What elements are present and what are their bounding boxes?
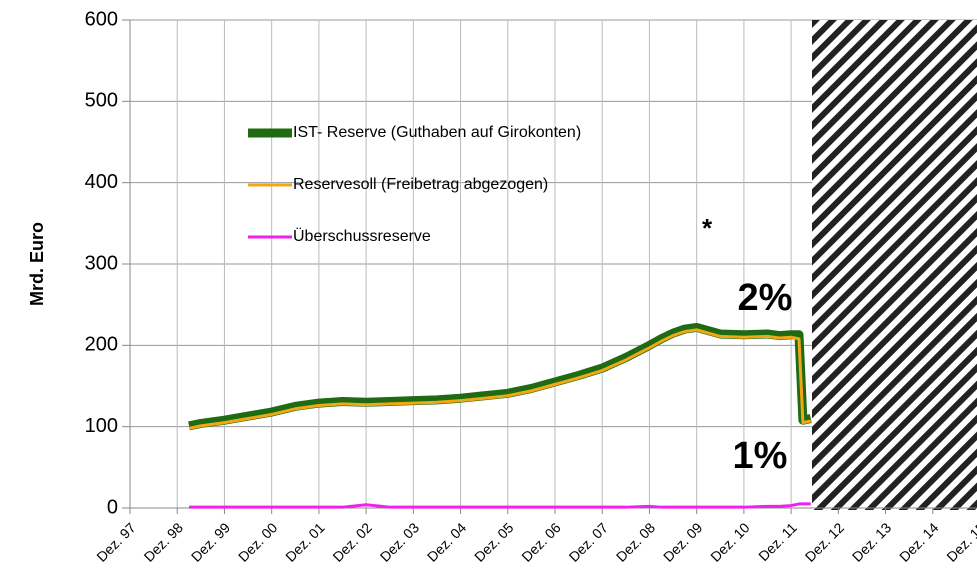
legend-label: Überschussreserve	[293, 227, 431, 245]
x-tick-label: Dez. 99	[188, 519, 234, 565]
x-tick-label: Dez. 15	[943, 519, 977, 565]
legend-label: Reservesoll (Freibetrag abgezogen)	[293, 176, 548, 193]
x-tick-label: Dez. 14	[896, 519, 942, 565]
x-tick-label: Dez. 03	[377, 519, 423, 565]
x-tick-label: Dez. 01	[282, 519, 328, 565]
x-tick-label: Dez. 98	[141, 519, 187, 565]
series-line	[188, 328, 812, 430]
series-line	[188, 322, 812, 431]
annotation: *	[702, 213, 713, 243]
x-tick-label: Dez. 10	[707, 519, 753, 565]
y-tick-label: 0	[107, 496, 118, 518]
x-tick-label: Dez. 12	[802, 519, 848, 565]
x-tick-label: Dez. 05	[471, 519, 517, 565]
series-line	[189, 502, 811, 509]
x-tick-label: Dez. 08	[613, 519, 659, 565]
y-tick-label: 500	[85, 90, 118, 112]
x-tick-label: Dez. 02	[329, 519, 375, 565]
x-tick-label: Dez. 13	[849, 519, 895, 565]
y-tick-label: 300	[85, 252, 118, 274]
x-tick-label: Dez. 09	[660, 519, 706, 565]
y-axis-label: Mrd. Euro	[27, 222, 47, 306]
x-tick-label: Dez. 07	[566, 519, 612, 565]
y-tick-label: 200	[85, 334, 118, 356]
x-tick-label: Dez. 00	[235, 519, 281, 565]
x-tick-label: Dez. 04	[424, 519, 470, 565]
y-tick-label: 600	[85, 8, 118, 30]
y-tick-label: 400	[85, 171, 118, 193]
legend-label: IST- Reserve (Guthaben auf Girokonten)	[293, 124, 581, 141]
x-tick-label: Dez. 11	[755, 519, 800, 564]
annotation: 1%	[733, 435, 788, 477]
y-tick-label: 100	[85, 415, 118, 437]
x-tick-label: Dez. 97	[93, 519, 139, 565]
hatch-region	[812, 20, 977, 510]
annotation: 2%	[738, 277, 793, 319]
x-tick-label: Dez. 06	[518, 519, 564, 565]
